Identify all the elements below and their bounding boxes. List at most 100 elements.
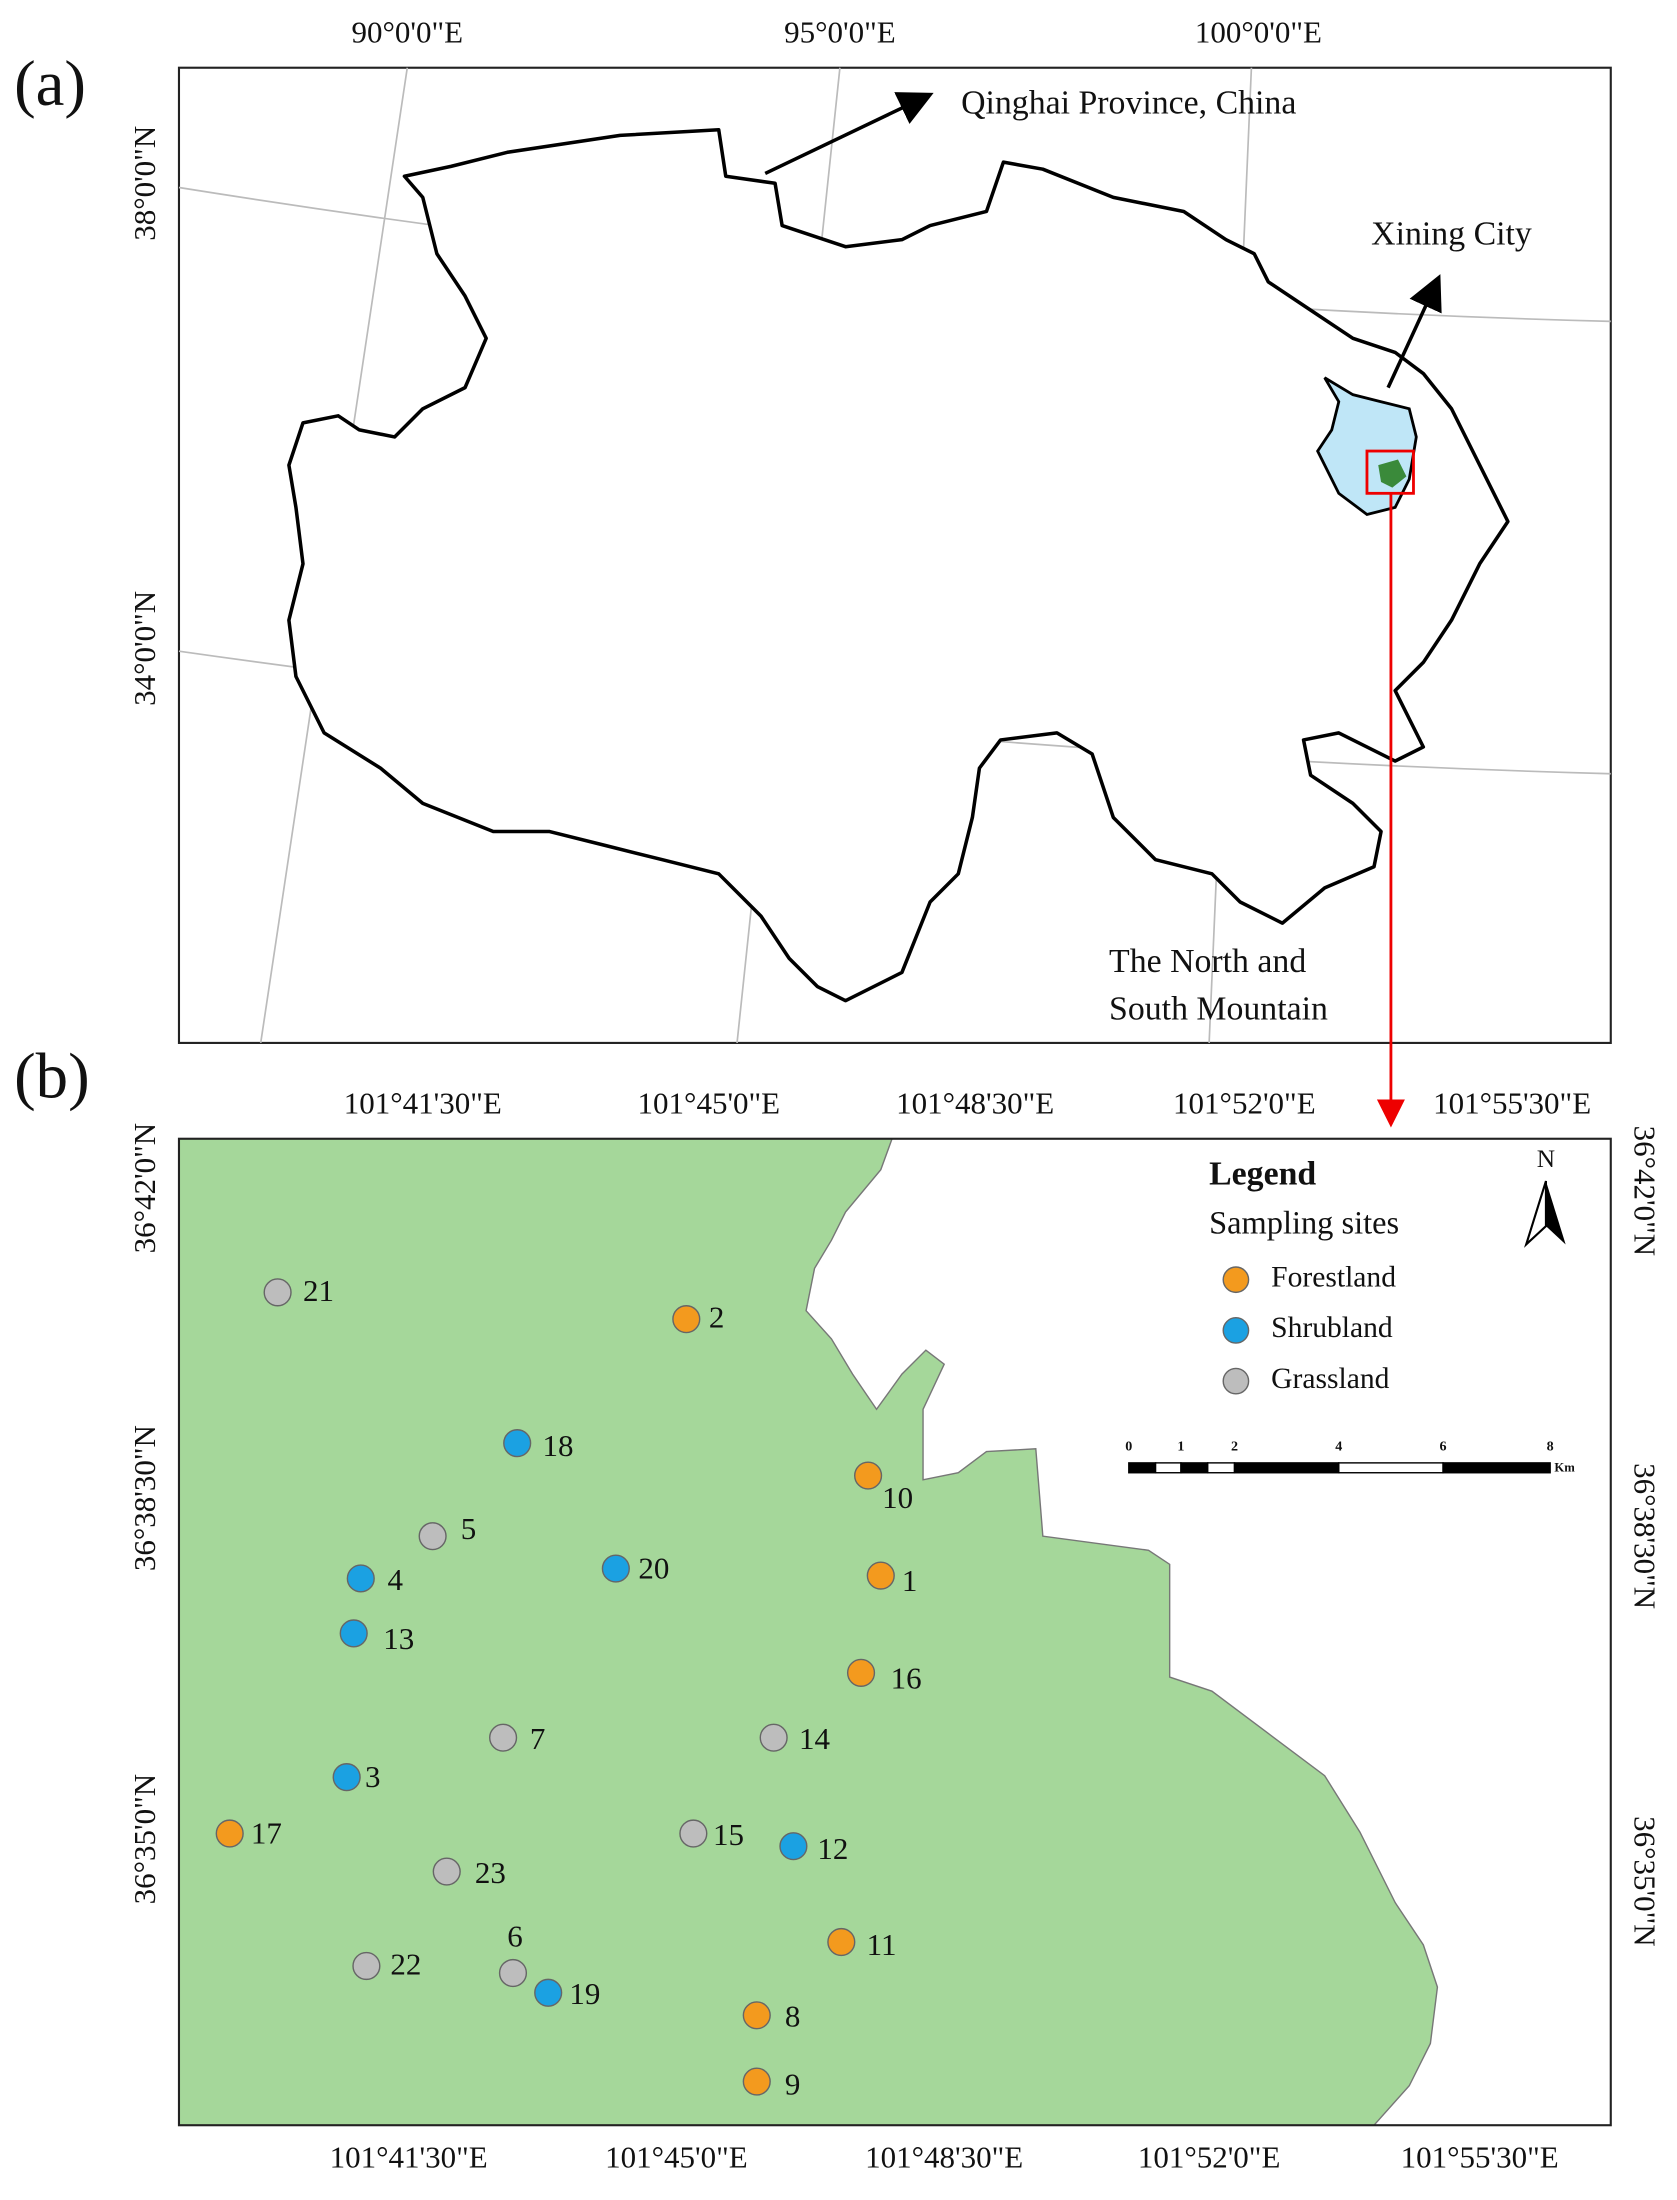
legend-title: Legend (1209, 1156, 1316, 1193)
scale-segment (1207, 1462, 1236, 1474)
panel-label: (b) (14, 1040, 90, 1112)
site-label: 5 (461, 1511, 477, 1546)
sampling-site (601, 1554, 630, 1583)
site-label: 14 (799, 1721, 831, 1756)
sampling-site (759, 1723, 788, 1752)
scale-label: 0 (1125, 1439, 1132, 1455)
site-label: 7 (530, 1721, 546, 1756)
scale-label: 4 (1335, 1439, 1342, 1455)
lat-label: 36°35'0"N (1628, 1816, 1663, 1947)
sampling-site (742, 2067, 771, 2096)
frame (177, 66, 1612, 1044)
site-label: 21 (303, 1273, 334, 1308)
legend-label: Forestland (1271, 1261, 1396, 1293)
sampling-site (846, 1658, 876, 1687)
province-label: Qinghai Province, China (961, 85, 1296, 122)
lon-label: 101°45'0"E (638, 1085, 781, 1120)
legend-swatch (1222, 1317, 1250, 1344)
lon-label: 101°52'0"E (1173, 1085, 1316, 1120)
city-label: Xining City (1371, 216, 1532, 253)
sampling-site (263, 1278, 292, 1307)
site-label: 16 (891, 1660, 922, 1695)
site-label: 3 (365, 1759, 381, 1794)
lat-label: 36°38'30"N (1628, 1463, 1663, 1609)
sampling-site (352, 1951, 381, 1981)
sampling-site (489, 1723, 518, 1752)
site-label: 23 (475, 1855, 506, 1890)
sampling-site (679, 1819, 708, 1848)
lon-label: 101°41'30"E (344, 1085, 502, 1120)
sampling-site (742, 2001, 771, 2030)
site-label: 12 (817, 1831, 848, 1866)
sampling-site (672, 1305, 701, 1334)
legend-label: Grassland (1271, 1363, 1389, 1395)
arrow (764, 92, 934, 176)
site-label: 13 (383, 1621, 414, 1656)
study-area (1378, 459, 1407, 488)
lon-label: 90°0'0"E (351, 14, 463, 49)
site-label: 8 (785, 1999, 800, 2034)
scale-segment (1233, 1462, 1340, 1474)
site-label: 2 (709, 1300, 724, 1335)
site-label: 1 (902, 1563, 917, 1598)
mountain-label: South Mountain (1109, 991, 1328, 1028)
scale-segment (1442, 1462, 1551, 1474)
lon-label: 101°55'30"E (1433, 1085, 1591, 1120)
lon-label: 101°45'0"E (605, 2140, 748, 2175)
sampling-site (866, 1561, 895, 1590)
site-label: 20 (638, 1551, 669, 1586)
scale-label: 8 (1547, 1439, 1554, 1455)
lat-label: 36°35'0"N (127, 1774, 162, 1905)
site-label: 4 (388, 1562, 404, 1597)
lat-label: 36°38'30"N (127, 1425, 162, 1571)
site-label: 9 (785, 2066, 800, 2101)
lon-label: 101°48'30"E (896, 1085, 1054, 1120)
scale-label: 6 (1440, 1439, 1447, 1455)
lon-label: 101°48'30"E (865, 2140, 1023, 2175)
site-label: 10 (882, 1480, 913, 1515)
scale-segment (1128, 1462, 1157, 1474)
sampling-site (339, 1619, 368, 1648)
scale-segment (1154, 1462, 1182, 1474)
sampling-site (346, 1564, 375, 1593)
site-label: 18 (543, 1428, 574, 1463)
sampling-site (215, 1819, 244, 1848)
site-label: 17 (251, 1815, 282, 1850)
lat-label: 38°0'0"N (127, 126, 162, 241)
sampling-site (498, 1958, 528, 1988)
site-label: 15 (713, 1817, 744, 1852)
mountain-label: The North and (1109, 943, 1306, 980)
site-label: 11 (867, 1927, 897, 1962)
scale-segment (1180, 1462, 1209, 1474)
site-label: 19 (569, 1976, 600, 2011)
sampling-site (503, 1429, 532, 1458)
panel-a: (a) 90°0'0"E 95°0'0"E 100°0'0"E 38°0'0"N… (14, 14, 1612, 1128)
sampling-site (432, 1857, 461, 1886)
sampling-site (827, 1927, 856, 1957)
lat-label: 36°42'0"N (127, 1123, 162, 1254)
legend-swatch (1222, 1266, 1250, 1294)
legend-label: Shrubland (1271, 1312, 1393, 1344)
site-label: 6 (507, 1918, 523, 1953)
scale-unit: Km (1554, 1460, 1575, 1474)
sampling-site (332, 1763, 361, 1792)
panel-b: (b) 101°41'30"E 101°45'0"E 101°48'30"E 1… (14, 1040, 1663, 2174)
sampling-site (534, 1978, 563, 2007)
lon-label: 101°52'0"E (1138, 2140, 1281, 2175)
lon-label: 95°0'0"E (784, 14, 896, 49)
lon-label: 100°0'0"E (1195, 14, 1322, 49)
north-arrow (1545, 1181, 1566, 1245)
legend-subtitle: Sampling sites (1209, 1206, 1399, 1242)
sampling-site (418, 1522, 447, 1551)
north-label: N (1537, 1145, 1555, 1173)
site-label: 22 (390, 1946, 421, 1981)
frame (177, 1137, 1612, 2127)
scale-label: 2 (1231, 1439, 1238, 1455)
panel-label: (a) (14, 48, 86, 120)
sampling-site (854, 1461, 883, 1490)
mountain-region (178, 1138, 1439, 2126)
province-outline (287, 127, 1510, 1003)
scale-segment (1338, 1462, 1444, 1474)
lon-label: 101°41'30"E (330, 2140, 488, 2175)
